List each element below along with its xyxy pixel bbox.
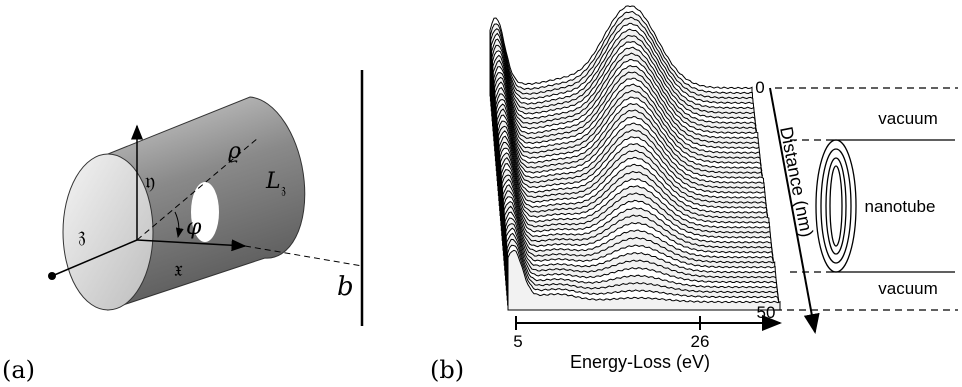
cylinder-hole xyxy=(191,182,219,242)
region-label: nanotube xyxy=(865,197,936,216)
angle-arc xyxy=(174,211,184,238)
label: 𝔷 xyxy=(281,182,286,198)
spectrum xyxy=(507,249,781,311)
tick-label: 26 xyxy=(691,332,710,351)
axis-title: Energy-Loss (eV) xyxy=(570,352,710,372)
boundaries xyxy=(775,87,958,311)
tick-label: 5 xyxy=(513,332,522,351)
cylinder-face xyxy=(62,153,154,311)
dashed-line xyxy=(136,137,259,241)
axis xyxy=(136,239,247,252)
tick-label: 50 xyxy=(757,303,776,322)
region-label: vacuum xyxy=(878,109,938,128)
tick-label: 0 xyxy=(755,78,764,97)
label: 𝔶 xyxy=(145,169,155,194)
panel-a: ϱ 𝔶 L 𝔷 𝔷 φ 𝔵 b (a) xyxy=(2,70,364,384)
label: φ xyxy=(186,215,202,240)
label: 𝔵 xyxy=(174,257,183,282)
label: b xyxy=(337,272,354,302)
panel-label: (b) xyxy=(430,356,464,384)
region-label: vacuum xyxy=(878,279,938,298)
axis-title: Distance (nm) xyxy=(776,125,817,239)
label: ϱ xyxy=(228,139,241,164)
spectrum xyxy=(503,196,775,261)
panel-b: 5 26 Energy-Loss (eV) 0 50 Distance (nm)… xyxy=(430,5,958,384)
label: 𝔷 xyxy=(78,223,86,248)
axis-dot xyxy=(48,272,56,280)
panel-label: (a) xyxy=(2,356,35,384)
axis xyxy=(51,239,138,277)
spectrum xyxy=(503,201,775,266)
label: L xyxy=(265,169,281,194)
spectra xyxy=(489,5,781,311)
tube-section xyxy=(815,139,857,273)
axis xyxy=(769,87,820,334)
